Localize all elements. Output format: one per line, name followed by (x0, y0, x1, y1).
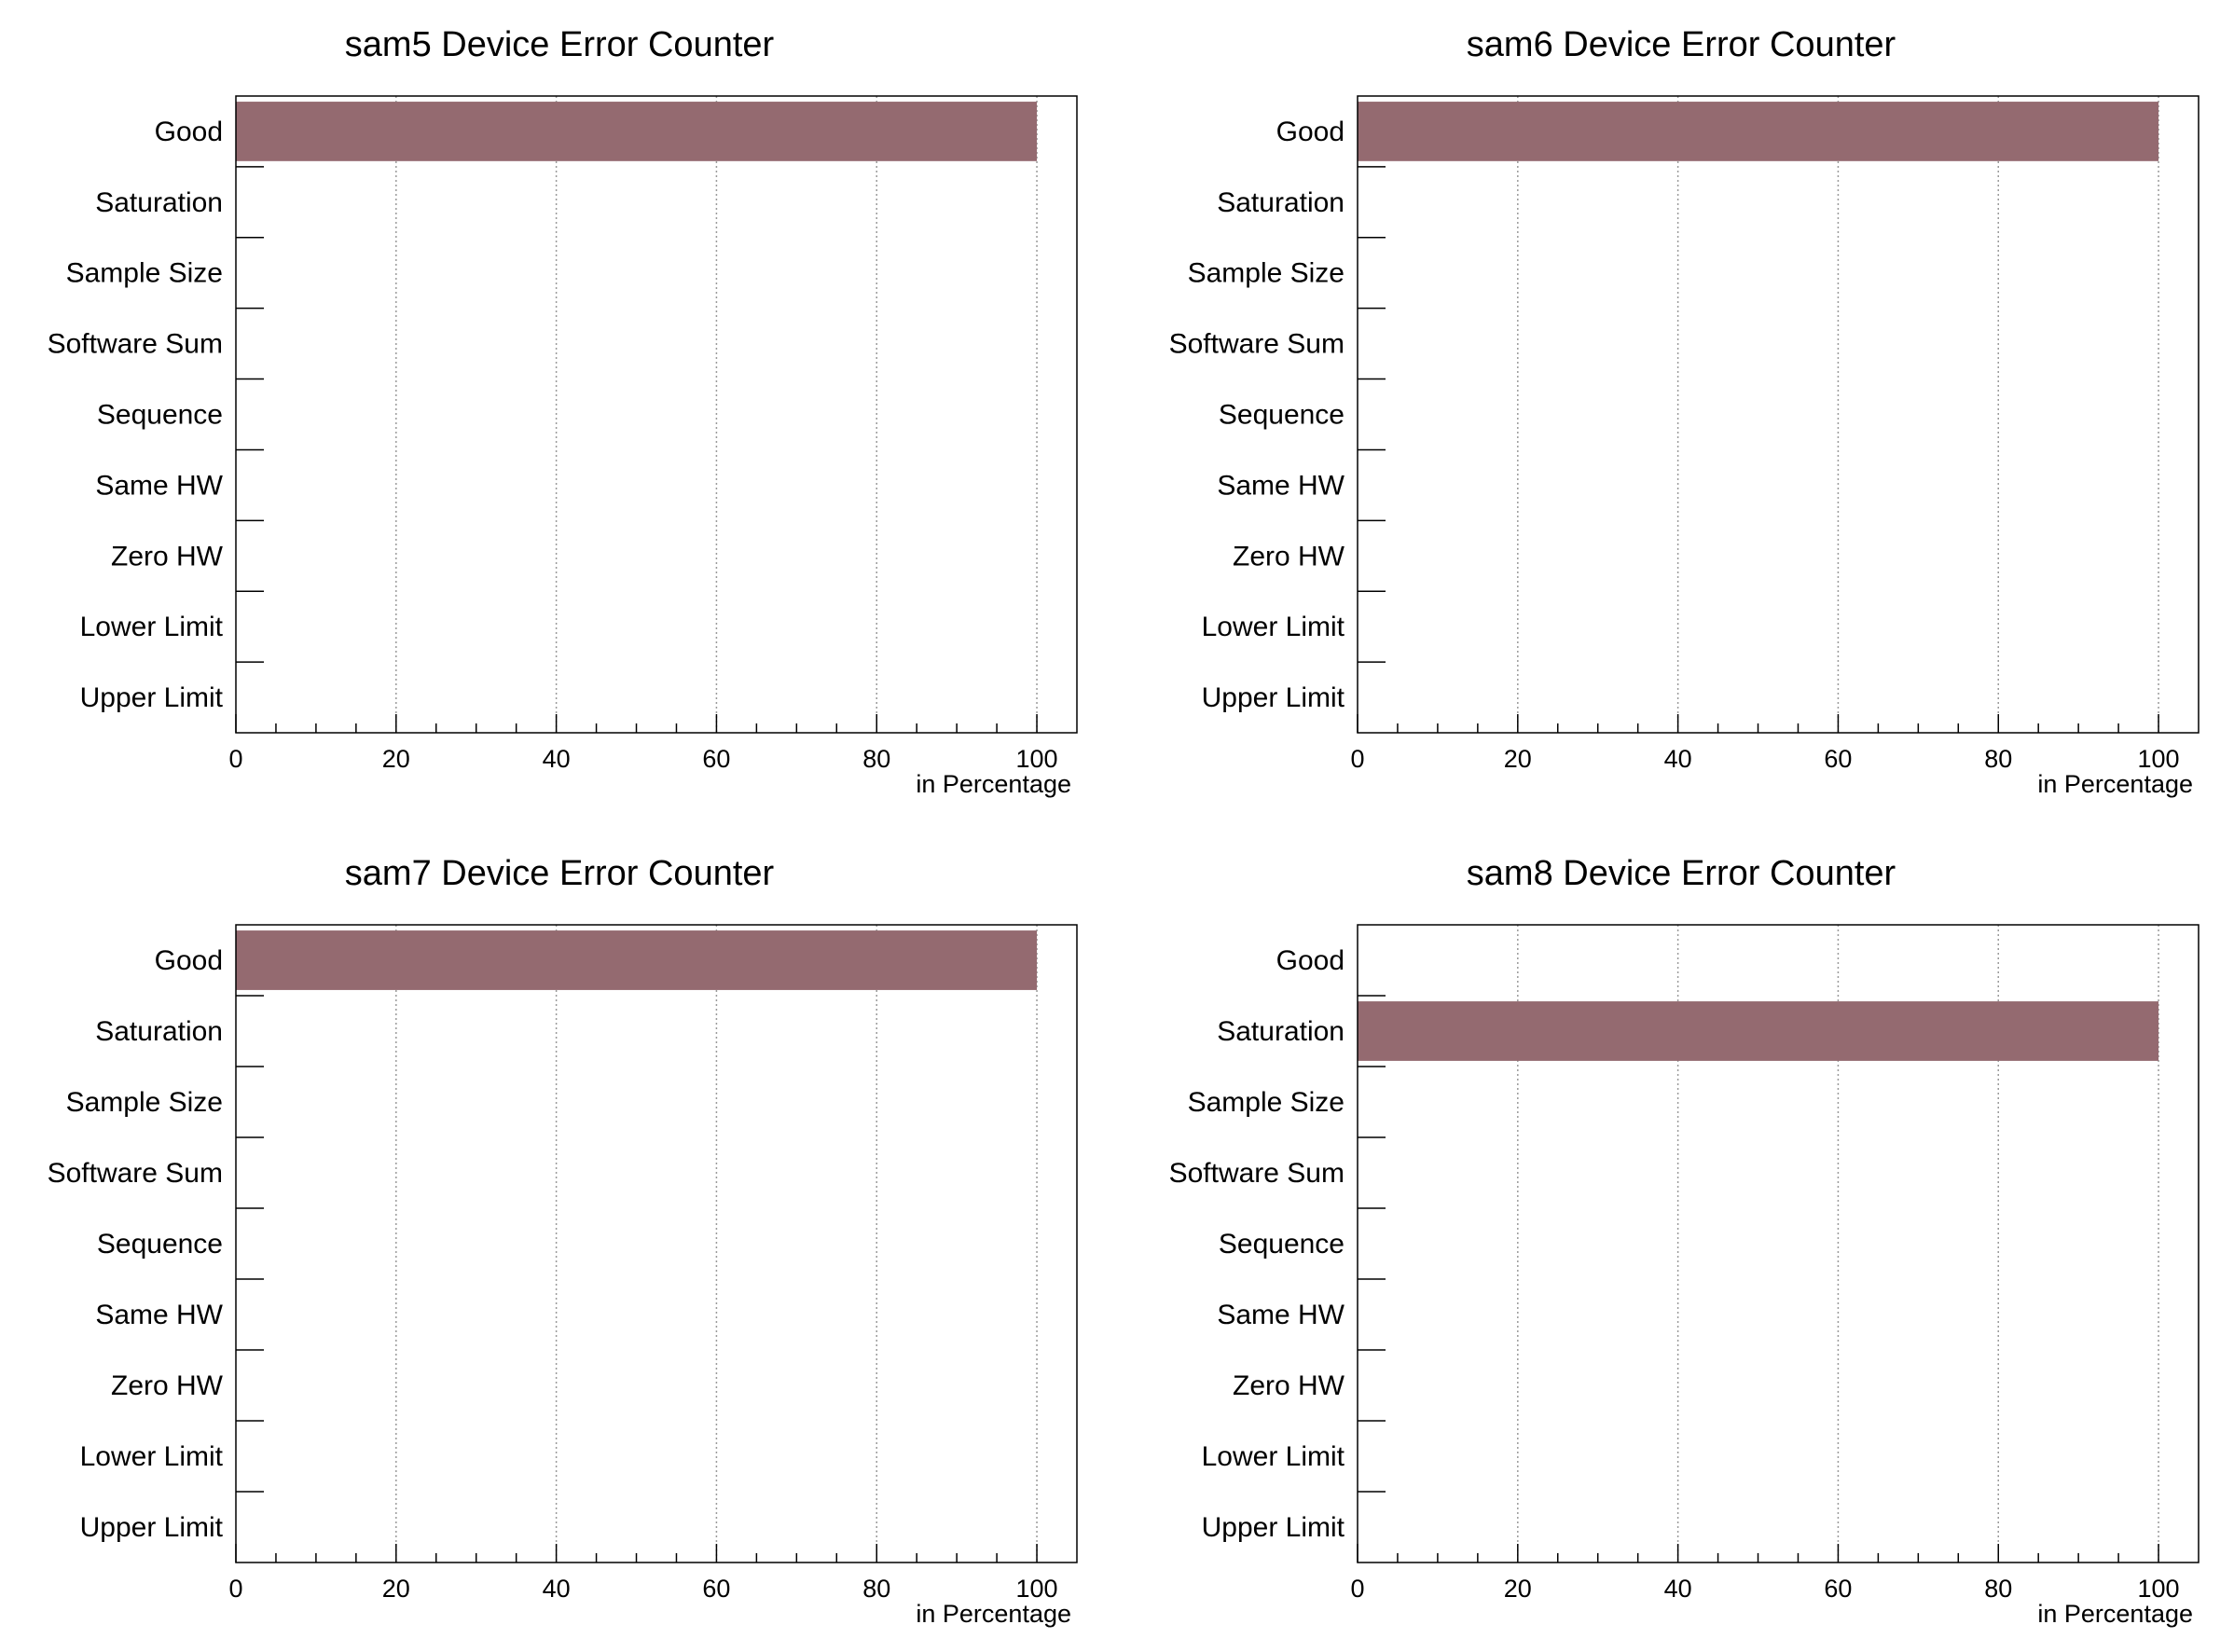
category-label: Sequence (97, 1229, 223, 1260)
x-tick-label: 60 (702, 1575, 730, 1603)
plot-frame (235, 95, 1078, 734)
x-tick-label: 0 (1350, 745, 1364, 773)
x-axis-label: in Percentage (2037, 770, 2193, 798)
bar-good (236, 930, 1038, 990)
x-tick-label: 80 (1984, 1575, 2012, 1603)
category-label: Saturation (1217, 1016, 1345, 1047)
chart-title: sam5 Device Error Counter (345, 25, 775, 64)
category-label: Sample Size (66, 1087, 223, 1118)
category-label: Same HW (95, 470, 223, 501)
x-tick-label: 100 (2138, 1575, 2180, 1603)
x-axis-label: in Percentage (916, 770, 1071, 798)
chart-panel-1: sam5 Device Error Counter Good Saturation S… (48, 25, 1078, 798)
category-label: Saturation (95, 187, 223, 218)
x-tick-label: 0 (1350, 1575, 1364, 1603)
category-label: Lower Limit (1202, 1441, 1345, 1472)
category-label: Same HW (95, 1300, 223, 1330)
plot-frame (1357, 95, 2200, 734)
x-tick-label: 60 (1824, 745, 1852, 773)
x-tick-label: 100 (1016, 745, 1058, 773)
category-label: Sequence (97, 400, 223, 431)
x-tick-label: 20 (1504, 745, 1532, 773)
x-tick-label: 80 (862, 745, 890, 773)
x-tick-label: 20 (382, 745, 410, 773)
category-label: Good (1276, 117, 1345, 147)
category-label: Lower Limit (80, 612, 224, 642)
chart-title: sam7 Device Error Counter (345, 854, 775, 893)
chart-panel-4: sam8 Device Error Counter Good Saturation S… (1169, 854, 2200, 1628)
category-label: Good (155, 117, 223, 147)
category-label: Sample Size (1188, 258, 1345, 289)
x-tick-label: 80 (862, 1575, 890, 1603)
x-tick-label: 80 (1984, 745, 2012, 773)
x-tick-label: 0 (228, 745, 242, 773)
x-tick-label: 40 (543, 745, 571, 773)
category-label: Software Sum (48, 329, 223, 360)
bar-saturation (1358, 1001, 2159, 1061)
category-label: Zero HW (1233, 1370, 1345, 1401)
category-label: Sequence (1219, 1229, 1345, 1260)
category-label: Software Sum (1169, 1158, 1345, 1189)
category-label: Saturation (1217, 187, 1345, 218)
plot-frame (235, 924, 1078, 1563)
category-label: Upper Limit (80, 1512, 224, 1543)
x-axis-label: in Percentage (916, 1600, 1071, 1628)
category-label: Good (155, 945, 223, 976)
category-label: Good (1276, 945, 1345, 976)
category-label: Saturation (95, 1016, 223, 1047)
category-label: Zero HW (1233, 541, 1345, 571)
category-label: Same HW (1217, 470, 1345, 501)
category-label: Software Sum (48, 1158, 223, 1189)
x-tick-label: 60 (1824, 1575, 1852, 1603)
category-label: Software Sum (1169, 329, 1345, 360)
category-label: Upper Limit (1202, 682, 1345, 713)
category-label: Upper Limit (1202, 1512, 1345, 1543)
x-tick-label: 40 (1664, 1575, 1692, 1603)
bar-good (236, 102, 1038, 161)
chart-title: sam6 Device Error Counter (1467, 25, 1896, 64)
category-label: Lower Limit (1202, 612, 1345, 642)
chart-panel-2: sam6 Device Error Counter Good Saturation S… (1169, 25, 2200, 798)
category-label: Zero HW (111, 1370, 224, 1401)
x-tick-label: 40 (1664, 745, 1692, 773)
x-tick-label: 20 (1504, 1575, 1532, 1603)
chart-title: sam8 Device Error Counter (1467, 854, 1896, 893)
plot-frame (1357, 924, 2200, 1563)
x-axis-label: in Percentage (2037, 1600, 2193, 1628)
x-tick-label: 100 (2138, 745, 2180, 773)
x-tick-label: 40 (543, 1575, 571, 1603)
category-label: Sequence (1219, 400, 1345, 431)
x-tick-label: 20 (382, 1575, 410, 1603)
chart-panel-3: sam7 Device Error Counter Good Saturation S… (48, 854, 1078, 1628)
category-label: Upper Limit (80, 682, 224, 713)
x-tick-label: 100 (1016, 1575, 1058, 1603)
x-tick-label: 60 (702, 745, 730, 773)
category-label: Zero HW (111, 541, 224, 571)
x-tick-label: 0 (228, 1575, 242, 1603)
category-label: Sample Size (66, 258, 223, 289)
category-label: Sample Size (1188, 1087, 1345, 1118)
bar-good (1358, 102, 2159, 161)
category-label: Lower Limit (80, 1441, 224, 1472)
category-label: Same HW (1217, 1300, 1345, 1330)
